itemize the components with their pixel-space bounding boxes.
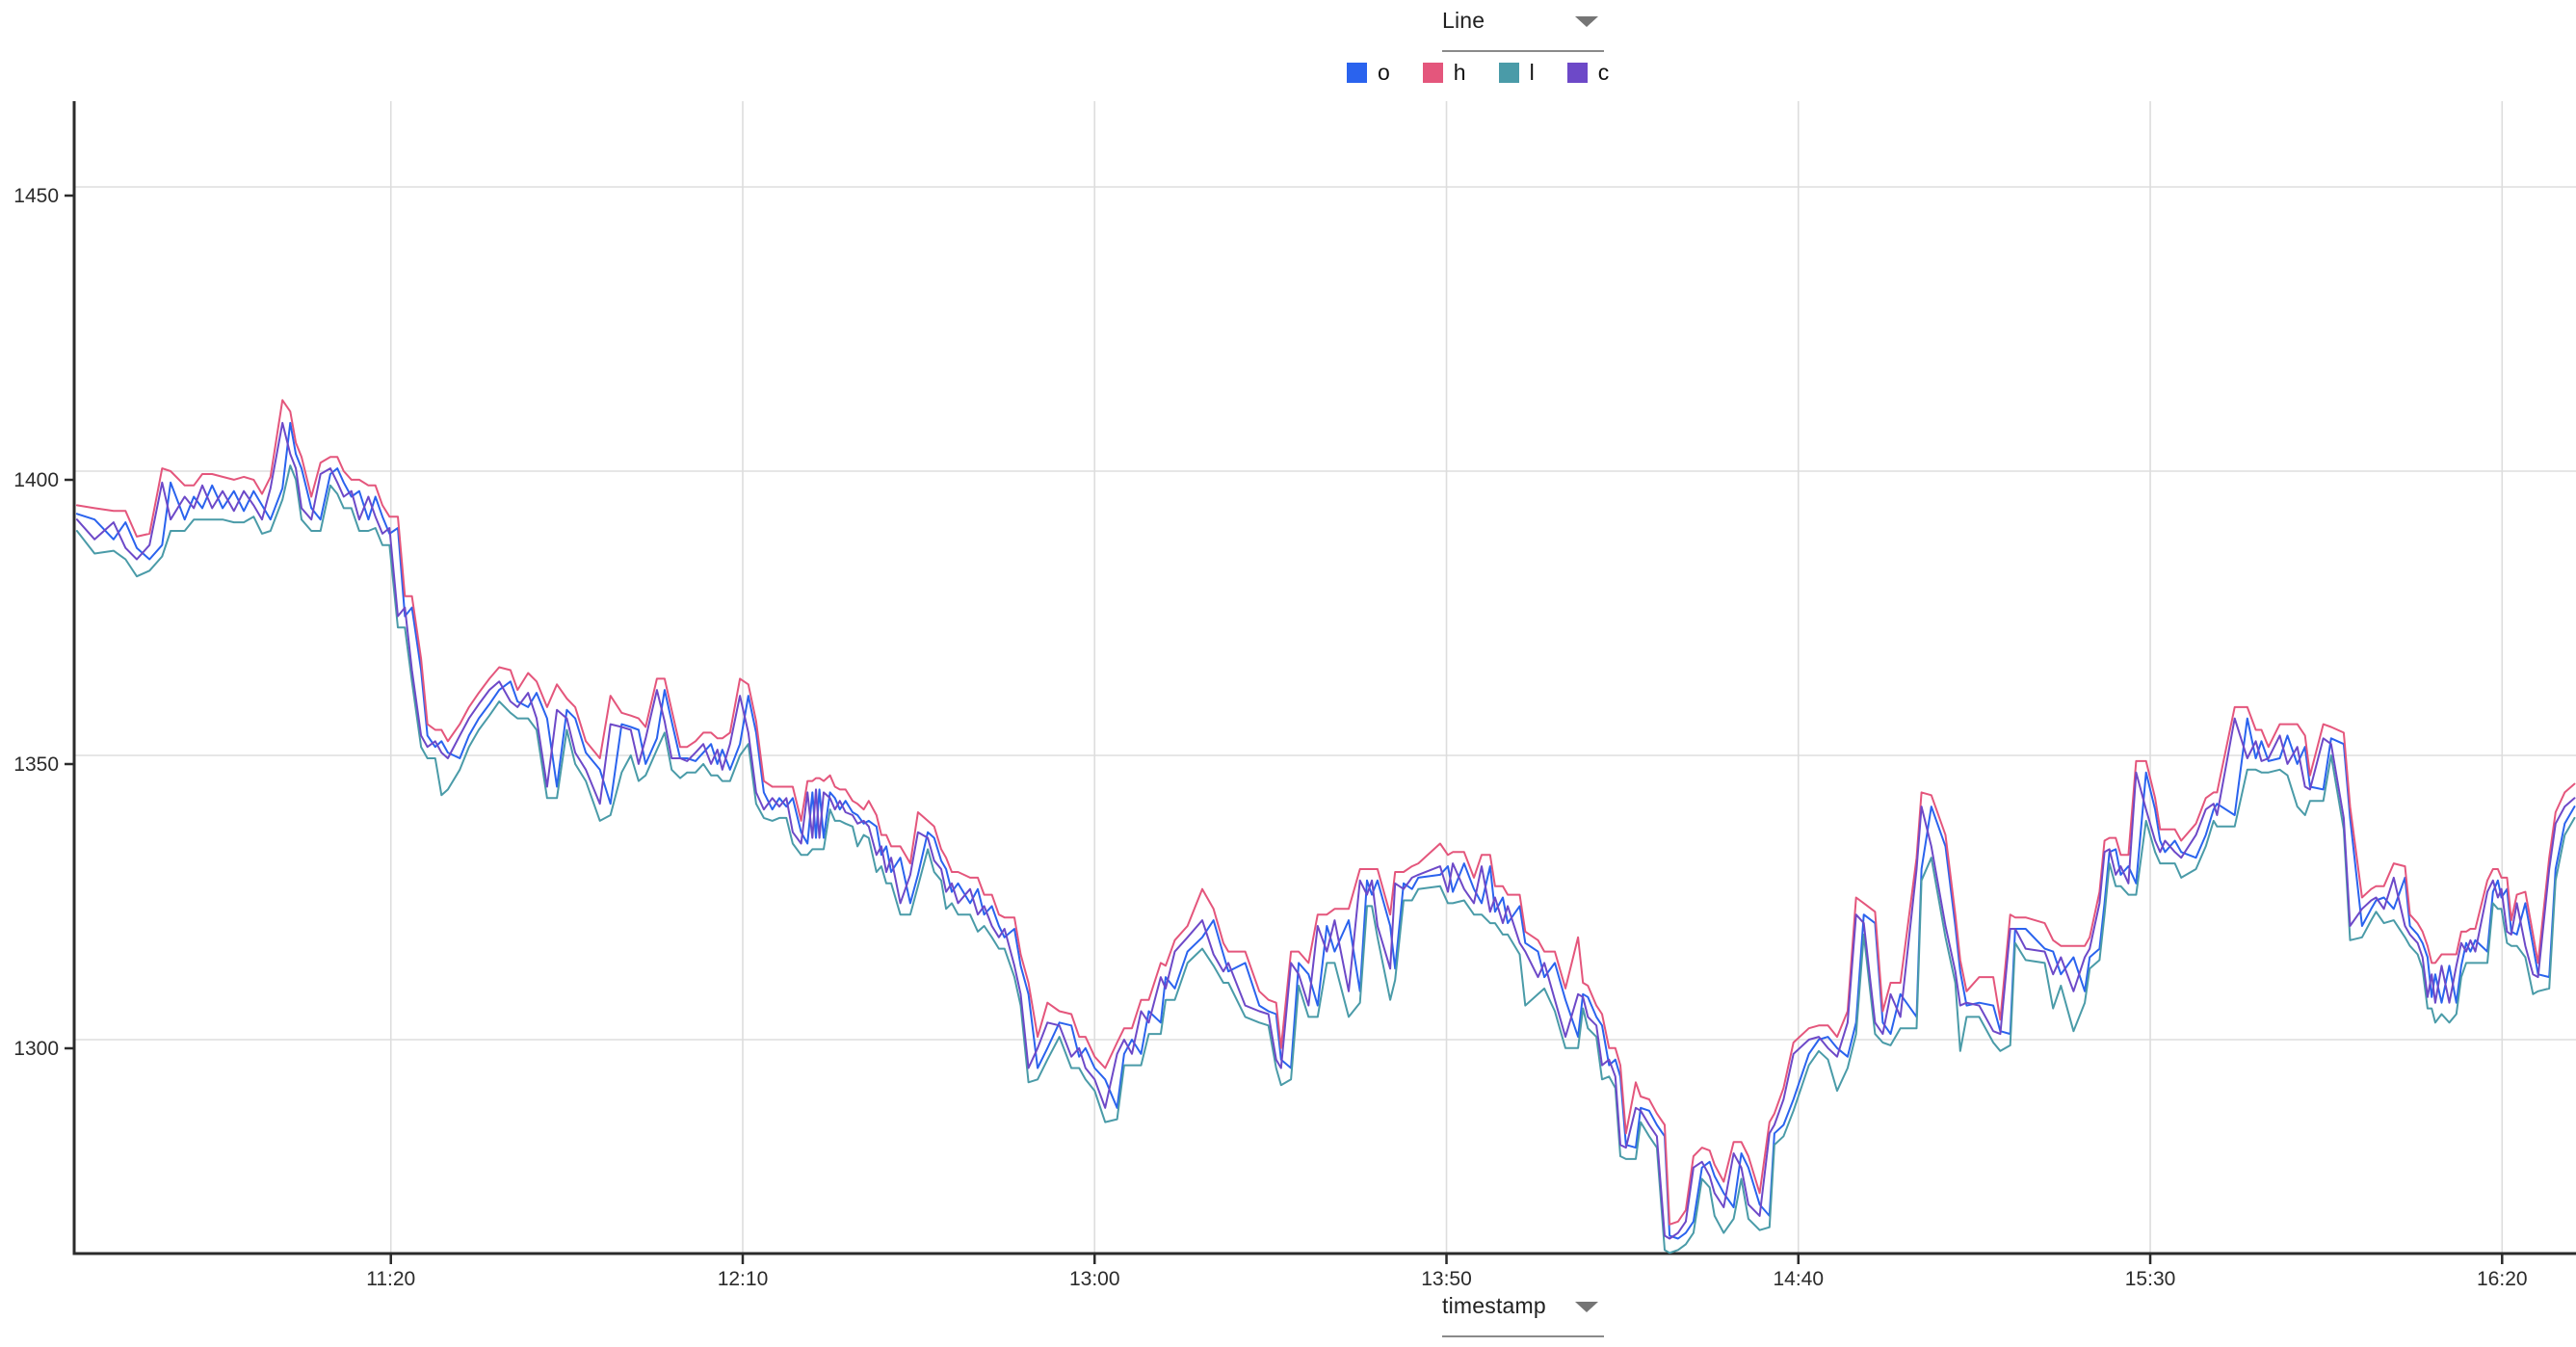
- legend-item-l: l: [1498, 60, 1535, 86]
- x-field-label: timestamp: [1442, 1293, 1546, 1318]
- legend-item-h: h: [1422, 60, 1466, 86]
- y-field-select[interactable]: Line: [1442, 8, 1604, 52]
- x-tick-label: 11:20: [366, 1268, 415, 1290]
- y-tick-label: 1400: [13, 469, 59, 491]
- x-tick-label: 13:50: [1421, 1268, 1472, 1290]
- legend-item-o: o: [1347, 60, 1390, 86]
- legend-swatch-l: [1498, 63, 1519, 83]
- y-tick-label: 1350: [13, 753, 59, 776]
- series-line-c: [75, 421, 2576, 1240]
- legend: o h l c: [1347, 60, 1609, 86]
- legend-swatch-h: [1422, 63, 1443, 83]
- chevron-down-icon: [1575, 16, 1598, 27]
- y-tick-label: 1450: [13, 185, 59, 207]
- series-line-o: [75, 421, 2576, 1240]
- x-tick-label: 14:40: [1773, 1268, 1824, 1290]
- legend-item-c: c: [1566, 60, 1610, 86]
- legend-label-c: c: [1597, 60, 1610, 85]
- y-tick-label: 1300: [13, 1038, 59, 1060]
- x-tick-label: 15:30: [2125, 1268, 2176, 1290]
- legend-swatch-o: [1347, 63, 1367, 83]
- series-line-h: [75, 399, 2576, 1226]
- x-tick-label: 16:20: [2477, 1268, 2528, 1290]
- x-field-select[interactable]: timestamp: [1442, 1293, 1604, 1337]
- select-underline: [1442, 1335, 1604, 1337]
- legend-label-h: h: [1453, 60, 1466, 85]
- select-underline: [1442, 50, 1604, 52]
- legend-swatch-c: [1566, 63, 1588, 83]
- x-tick-label: 12:10: [718, 1268, 769, 1290]
- y-field-label: Line: [1442, 8, 1485, 33]
- chevron-down-icon: [1575, 1302, 1598, 1312]
- x-tick-label: 13:00: [1069, 1268, 1120, 1290]
- legend-label-o: o: [1378, 60, 1390, 85]
- series-line-l: [75, 464, 2576, 1255]
- legend-label-l: l: [1529, 60, 1535, 85]
